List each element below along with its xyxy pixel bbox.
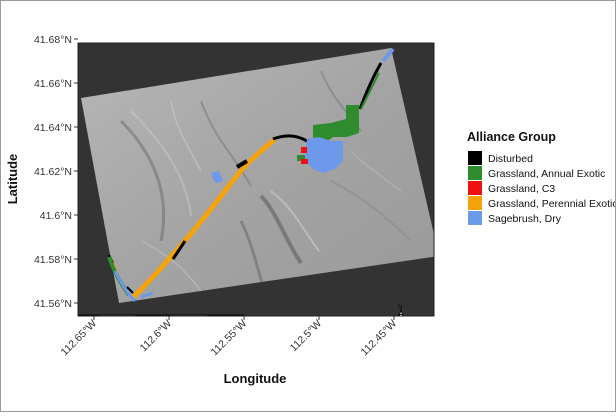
x-tick-label: 112.65°W [58,318,99,359]
y-tick-label: 41.64°N [34,122,72,134]
x-tick-label: 112.55°W [208,318,249,359]
legend: Alliance Group Disturbed Grassland, Annu… [467,130,616,225]
legend-label: Grassland, C3 [488,183,555,195]
x-axis: 112.65°W 112.6°W 112.55°W 112.5°W 112.45… [58,316,399,358]
y-axis-title: Latitude [5,154,20,205]
legend-item: Grassland, Perennial Exotic [468,196,616,210]
legend-label: Disturbed [488,153,533,165]
y-tick-label: 41.68°N [34,34,72,46]
scale-bar-label: 10 km [247,317,263,323]
legend-item: Grassland, Annual Exotic [468,166,605,180]
north-arrow-label: N [398,305,402,311]
y-tick-label: 41.62°N [34,166,72,178]
legend-label: Grassland, Perennial Exotic [488,198,615,210]
y-tick-label: 41.66°N [34,78,72,90]
x-tick-label: 112.6°W [138,318,175,355]
legend-item: Disturbed [468,151,533,165]
legend-item: Sagebrush, Dry [468,211,562,225]
legend-item: Grassland, C3 [468,181,555,195]
legend-label: Sagebrush, Dry [488,213,562,225]
x-tick-label: 112.45°W [358,318,399,359]
x-axis-title: Longitude [224,371,287,386]
legend-title: Alliance Group [467,130,556,144]
terrain-relief [119,70,412,292]
class-grassland-c3 [301,147,308,164]
y-tick-label: 41.56°N [34,298,72,310]
legend-label: Grassland, Annual Exotic [488,168,605,180]
north-arrow-icon [397,308,405,316]
x-tick-label: 112.5°W [288,318,325,355]
y-tick-label: 41.6°N [40,210,72,222]
y-axis: 41.68°N 41.66°N 41.64°N 41.62°N 41.6°N 4… [34,34,78,310]
class-sagebrush-dry [113,47,395,303]
y-tick-label: 41.58°N [34,254,72,266]
